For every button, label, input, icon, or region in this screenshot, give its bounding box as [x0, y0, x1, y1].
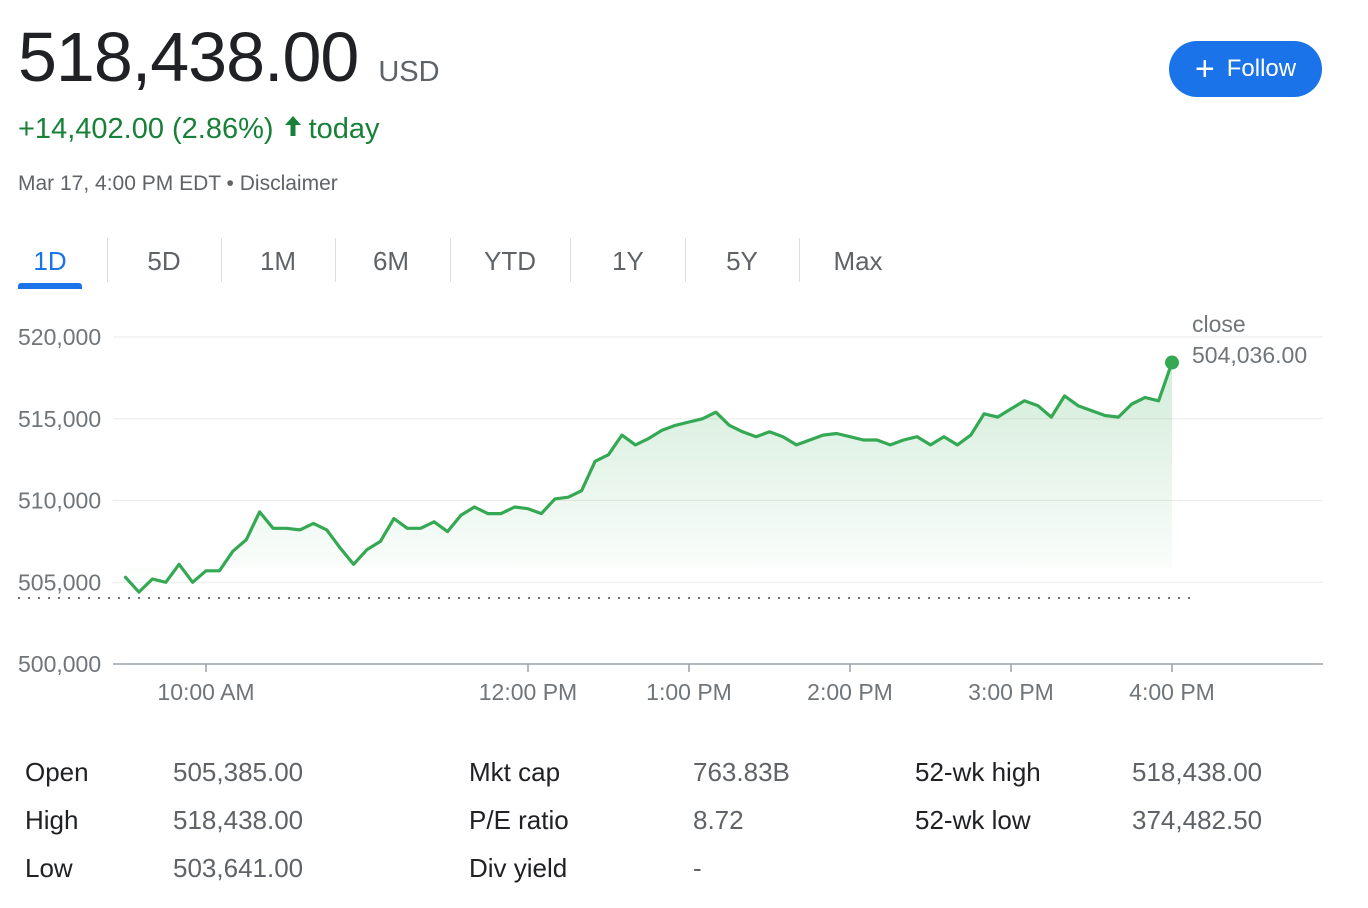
change-suffix: today	[308, 113, 380, 145]
price-header: 518,438.00 USD	[18, 22, 440, 92]
y-tick-label: 520,000	[18, 324, 101, 350]
tab-divider	[107, 238, 108, 282]
tab-divider	[221, 238, 222, 282]
follow-label: Follow	[1226, 55, 1297, 82]
last-price-point	[1165, 355, 1179, 370]
tab-ytd[interactable]: YTD	[484, 245, 536, 276]
change-value: +14,402.00 (2.86%)	[18, 113, 274, 145]
stat-label-open: Open	[25, 757, 89, 787]
tab-divider	[570, 238, 571, 282]
x-tick-label: 12:00 PM	[479, 679, 577, 705]
price-change: +14,402.00 (2.86%) today	[18, 113, 380, 146]
stat-value-pe-ratio: 8.72	[693, 805, 744, 835]
stats-table: Open 505,385.00 High 518,438.00 Low 503,…	[0, 745, 1368, 895]
tab-5d[interactable]: 5D	[147, 245, 181, 276]
stat-value-low: 503,641.00	[173, 853, 304, 883]
tab-6m[interactable]: 6M	[372, 245, 410, 276]
plus-icon: +	[1194, 50, 1215, 88]
stat-value-open: 505,385.00	[173, 757, 304, 787]
tab-1y[interactable]: 1Y	[612, 245, 644, 276]
x-tick-label: 10:00 AM	[157, 679, 254, 705]
timestamp: Mar 17, 4:00 PM EDT	[18, 172, 221, 195]
y-tick-label: 500,000	[18, 651, 101, 677]
active-tab-indicator	[18, 283, 82, 289]
x-tick-label: 2:00 PM	[807, 679, 893, 705]
follow-button[interactable]: + Follow	[1169, 41, 1322, 97]
disclaimer-link[interactable]: Disclaimer	[239, 172, 338, 195]
price-area	[125, 362, 1172, 593]
currency-label: USD	[378, 56, 440, 88]
tab-1m[interactable]: 1M	[259, 245, 297, 276]
stat-value-div-yield: -	[693, 853, 702, 883]
price-line	[123, 360, 1174, 594]
tab-divider	[685, 238, 686, 282]
tab-max[interactable]: Max	[833, 245, 883, 276]
stat-label-mkt-cap: Mkt cap	[469, 757, 561, 787]
price-chart[interactable]: 520,000 515,000 510,000 505,000 500,000 10:00…	[0, 310, 1368, 720]
stat-label-div-yield: Div yield	[469, 853, 568, 883]
tab-divider	[335, 238, 336, 282]
tab-divider	[799, 238, 800, 282]
tab-divider	[450, 238, 451, 282]
x-tick-label: 1:00 PM	[646, 679, 732, 705]
stat-label-high: High	[25, 805, 79, 835]
previous-close-label: 504,036.00	[1192, 342, 1307, 368]
previous-close-label: close	[1192, 311, 1246, 337]
tab-1d[interactable]: 1D	[33, 245, 67, 276]
stat-label-pe-ratio: P/E ratio	[469, 805, 569, 835]
y-tick-label: 505,000	[18, 569, 101, 595]
stat-value-high: 518,438.00	[173, 805, 304, 835]
stat-label-low: Low	[25, 853, 73, 883]
stat-label-52wk-low: 52-wk low	[915, 805, 1031, 835]
current-price: 518,438.00	[18, 18, 359, 96]
x-tick-label: 4:00 PM	[1129, 679, 1215, 705]
stat-value-52wk-high: 518,438.00	[1132, 757, 1263, 787]
tab-5y[interactable]: 5Y	[726, 245, 758, 276]
y-tick-label: 515,000	[18, 406, 101, 432]
arrow-up-icon	[283, 113, 303, 146]
stat-value-mkt-cap: 763.83B	[693, 757, 790, 787]
y-tick-label: 510,000	[18, 488, 101, 514]
stat-value-52wk-low: 374,482.50	[1132, 805, 1263, 835]
x-tick-label: 3:00 PM	[968, 679, 1054, 705]
quote-meta: Mar 17, 4:00 PM EDT • Disclaimer	[18, 172, 338, 196]
meta-separator: •	[220, 172, 240, 195]
stat-label-52wk-high: 52-wk high	[915, 757, 1041, 787]
